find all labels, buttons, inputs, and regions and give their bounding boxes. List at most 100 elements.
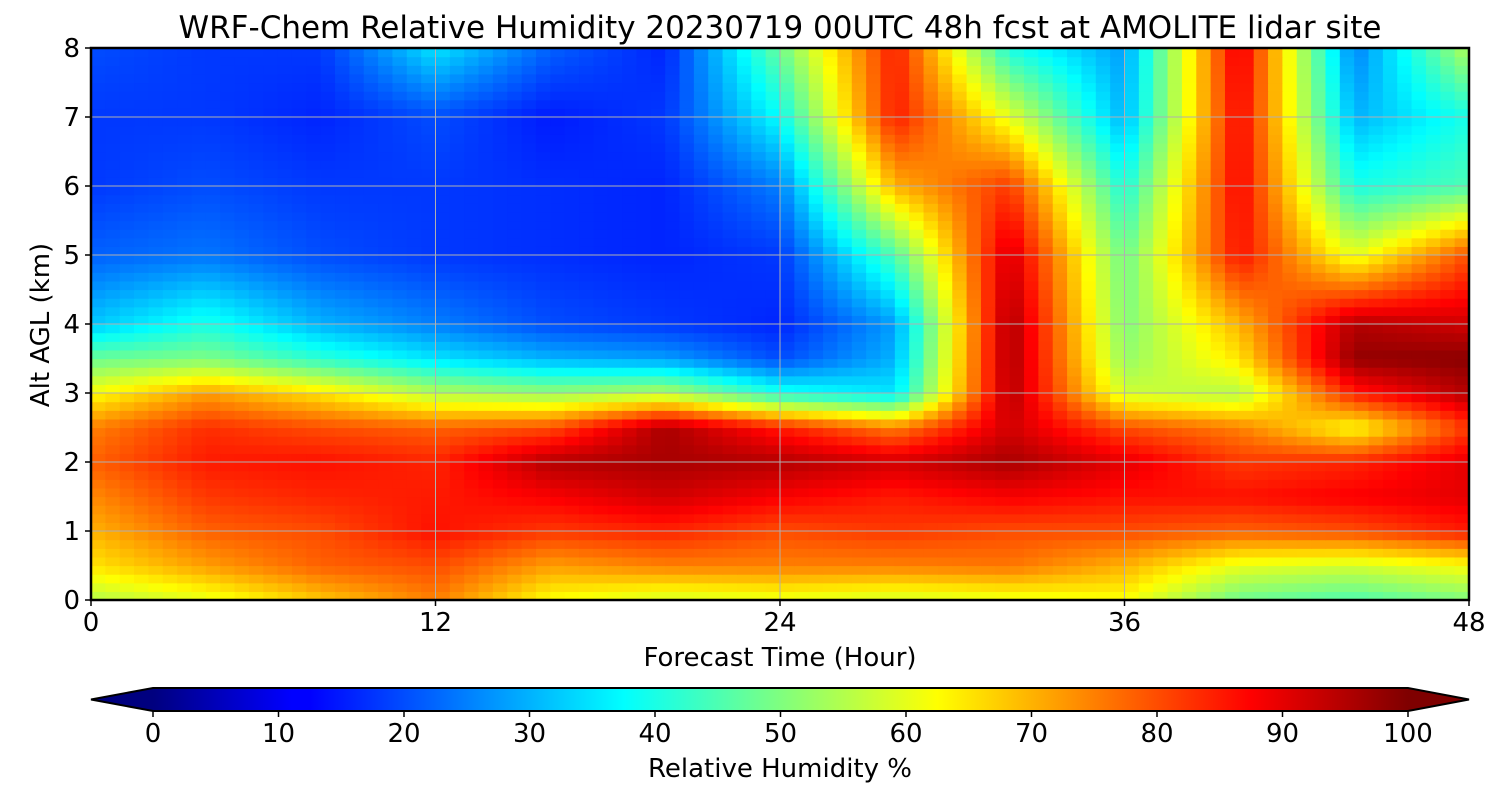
heatmap-cell xyxy=(535,444,551,454)
heatmap-cell xyxy=(937,393,953,403)
heatmap-cell xyxy=(507,574,523,584)
heatmap-cell xyxy=(535,427,551,437)
heatmap-cell xyxy=(650,280,666,291)
heatmap-cell xyxy=(564,306,580,316)
heatmap-cell xyxy=(162,556,178,567)
heatmap-cell xyxy=(521,513,537,523)
heatmap-cell xyxy=(1196,315,1212,325)
heatmap-cell xyxy=(435,341,451,351)
heatmap-cell xyxy=(492,349,508,360)
heatmap-cell xyxy=(1024,574,1039,584)
heatmap-cell xyxy=(679,462,695,472)
heatmap-cell xyxy=(435,151,451,161)
heatmap-cell xyxy=(1440,358,1456,368)
heatmap-cell xyxy=(492,513,508,523)
heatmap-cell xyxy=(349,367,365,377)
heatmap-cell xyxy=(923,272,939,282)
heatmap-cell xyxy=(622,384,638,394)
heatmap-cell xyxy=(248,436,264,446)
heatmap-cell xyxy=(1382,410,1398,420)
heatmap-cell xyxy=(937,582,953,592)
heatmap-cell xyxy=(349,272,365,282)
heatmap-cell xyxy=(1081,436,1097,446)
heatmap-cell xyxy=(564,436,580,446)
heatmap-cell xyxy=(1224,289,1240,299)
heatmap-cell xyxy=(507,539,523,549)
heatmap-cell xyxy=(291,410,307,420)
heatmap-cell xyxy=(851,160,867,170)
heatmap-cell xyxy=(148,522,164,532)
heatmap-cell xyxy=(952,306,968,316)
heatmap-cell xyxy=(119,332,135,342)
heatmap-cell xyxy=(1138,522,1154,532)
heatmap-cell xyxy=(1081,556,1097,567)
heatmap-cell xyxy=(866,220,882,230)
heatmap-cell xyxy=(823,229,839,239)
heatmap-cell xyxy=(306,410,322,420)
heatmap-cell xyxy=(1425,393,1441,403)
heatmap-cell xyxy=(449,505,465,515)
heatmap-cell xyxy=(335,332,350,342)
heatmap-cell xyxy=(866,263,882,273)
heatmap-cell xyxy=(406,203,422,213)
heatmap-cell xyxy=(966,401,982,411)
heatmap-cell xyxy=(535,160,551,170)
heatmap-cell xyxy=(1368,470,1384,480)
heatmap-cell xyxy=(952,194,968,204)
heatmap-cell xyxy=(291,289,307,299)
heatmap-cell xyxy=(909,427,925,437)
heatmap-cell xyxy=(177,349,193,360)
heatmap-cell xyxy=(1268,367,1283,377)
heatmap-cell xyxy=(1325,556,1341,567)
heatmap-cell xyxy=(1153,375,1169,385)
heatmap-cell xyxy=(1368,194,1384,204)
heatmap-cell xyxy=(765,591,781,600)
heatmap-cell xyxy=(851,513,867,523)
heatmap-cell xyxy=(1325,272,1341,282)
heatmap-cell xyxy=(909,237,925,247)
heatmap-cell xyxy=(995,393,1011,403)
heatmap-cell xyxy=(1325,582,1341,592)
heatmap-cell xyxy=(105,531,121,541)
heatmap-cell xyxy=(1052,556,1068,567)
heatmap-cell xyxy=(1325,246,1341,256)
heatmap-cell xyxy=(722,375,738,385)
heatmap-cell xyxy=(492,237,508,247)
heatmap-cell xyxy=(866,565,882,575)
heatmap-cell xyxy=(894,280,910,291)
heatmap-cell xyxy=(1038,246,1054,256)
heatmap-cell xyxy=(837,410,853,420)
heatmap-cell xyxy=(449,427,465,437)
heatmap-cell xyxy=(823,332,839,342)
heatmap-cell xyxy=(363,487,379,498)
heatmap-cell xyxy=(736,479,752,489)
heatmap-cell xyxy=(435,496,451,506)
heatmap-cell xyxy=(564,341,580,351)
heatmap-cell xyxy=(823,591,839,600)
heatmap-cell xyxy=(564,556,580,567)
heatmap-cell xyxy=(320,272,336,282)
heatmap-cell xyxy=(507,410,523,420)
heatmap-cell xyxy=(449,298,465,308)
heatmap-cell xyxy=(1354,513,1370,523)
heatmap-cell xyxy=(607,539,623,549)
heatmap-cell xyxy=(780,539,795,549)
heatmap-cell xyxy=(406,237,422,247)
heatmap-cell xyxy=(794,324,810,334)
heatmap-cell xyxy=(593,565,609,575)
heatmap-cell xyxy=(995,479,1011,489)
heatmap-cell xyxy=(1181,306,1197,316)
heatmap-cell xyxy=(966,487,982,498)
heatmap-cell xyxy=(1181,168,1197,178)
heatmap-cell xyxy=(851,479,867,489)
heatmap-cell xyxy=(1397,556,1413,567)
heatmap-cell xyxy=(1339,522,1355,532)
heatmap-cell xyxy=(406,479,422,489)
heatmap-cell xyxy=(736,436,752,446)
heatmap-cell xyxy=(248,349,264,360)
heatmap-cell xyxy=(851,272,867,282)
heatmap-cell xyxy=(622,341,638,351)
heatmap-cell xyxy=(421,341,437,351)
heatmap-cell xyxy=(1282,427,1298,437)
heatmap-cell xyxy=(751,237,767,247)
